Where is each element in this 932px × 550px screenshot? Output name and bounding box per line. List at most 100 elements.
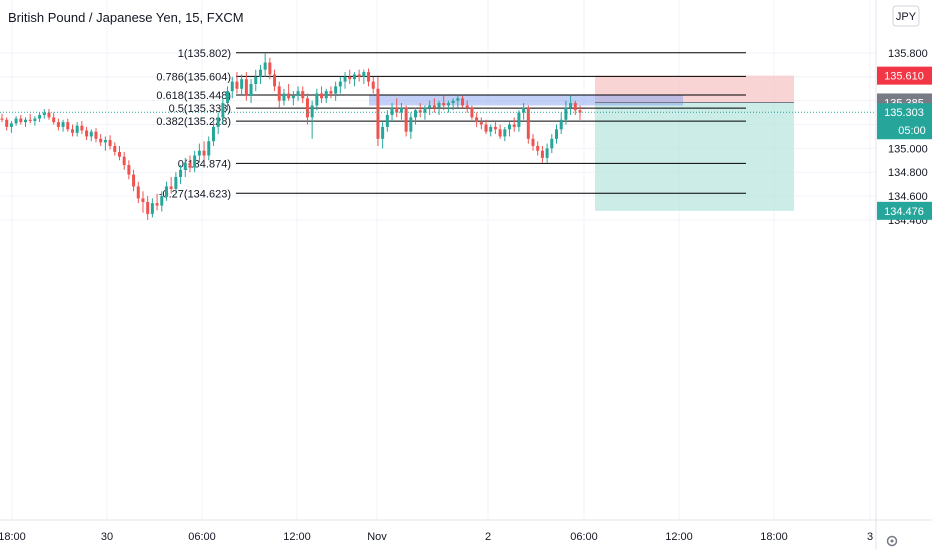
- candle-body: [545, 148, 549, 158]
- candle-body: [70, 129, 74, 133]
- fib-level-label: -0.27(134.623): [159, 188, 231, 200]
- candle-body: [244, 79, 248, 96]
- candle-body: [371, 81, 375, 89]
- candle-body: [301, 91, 305, 99]
- candle-body: [19, 118, 23, 123]
- candle-body: [310, 105, 314, 118]
- candle-body: [42, 112, 46, 115]
- take-profit-tag: [877, 201, 932, 220]
- candle-body: [127, 165, 131, 175]
- candle-body: [385, 114, 389, 127]
- candle-body: [282, 93, 286, 101]
- candle-body: [348, 76, 352, 80]
- candle-body: [559, 119, 563, 130]
- candle-body: [489, 126, 493, 132]
- candle-body: [517, 112, 521, 127]
- candle-body: [61, 122, 65, 127]
- candle-body: [207, 141, 211, 156]
- price-tick-label: 134.600: [888, 191, 928, 203]
- candle-body: [174, 176, 178, 189]
- candle-body: [503, 129, 507, 137]
- chart-grid: [0, 0, 876, 520]
- candle-body: [136, 186, 140, 199]
- candle-body: [249, 83, 253, 96]
- candle-body: [188, 162, 192, 168]
- fib-level-label: 0.618(135.448): [156, 90, 231, 102]
- candle-body: [334, 86, 338, 94]
- candle-body: [108, 140, 112, 146]
- candle-body: [160, 196, 164, 206]
- candle-body: [9, 123, 13, 127]
- candle-body: [437, 103, 441, 108]
- candle-body: [475, 117, 479, 123]
- current-price-tag: [877, 103, 932, 140]
- candle-body: [531, 138, 535, 146]
- candle-body: [183, 162, 187, 170]
- candle-body: [211, 126, 215, 142]
- candle-body: [550, 138, 554, 149]
- candle-body: [484, 124, 488, 132]
- candle-body: [399, 107, 403, 113]
- candle-body: [432, 105, 436, 108]
- candle-body: [508, 124, 512, 130]
- time-tick-label: 12:00: [283, 531, 311, 543]
- candle-body: [465, 105, 469, 108]
- candle-body: [5, 119, 9, 127]
- candle-body: [338, 81, 342, 87]
- candle-body: [357, 74, 361, 77]
- candle-body: [169, 186, 173, 189]
- candle-body: [395, 107, 399, 113]
- fibonacci-retracement[interactable]: 1(135.802) 0.786(135.604) 0.618(135.448)0.…: [156, 48, 746, 201]
- candle-body: [428, 105, 432, 108]
- candle-body: [14, 118, 18, 124]
- candle-body: [498, 129, 502, 137]
- candle-body: [113, 145, 117, 152]
- candle-body: [296, 91, 300, 96]
- currency-button[interactable]: JPY: [892, 5, 920, 27]
- fib-level-label: 0.786(135.604): [156, 71, 231, 83]
- candle-body: [409, 117, 413, 132]
- candle-body: [362, 72, 366, 77]
- time-tick-label: 06:00: [570, 531, 598, 543]
- candle-body: [99, 138, 103, 143]
- gear-icon[interactable]: [886, 535, 898, 547]
- candle-body: [146, 202, 150, 214]
- candlestick-series: [0, 53, 582, 220]
- take-profit-area[interactable]: [595, 102, 794, 211]
- candle-body: [141, 198, 145, 202]
- fib-level-label: 1(135.802): [178, 48, 231, 60]
- time-axis[interactable]: 18:00 30 06:00 12:00 Nov 2 06:00 12:00 18:00 3: [0, 519, 932, 543]
- candle-body: [305, 98, 309, 118]
- candle-body: [352, 74, 356, 80]
- candle-body: [273, 74, 277, 87]
- bar-countdown-label: 05:00: [898, 125, 926, 137]
- price-tick-label: 134.800: [888, 167, 928, 179]
- candle-body: [52, 117, 56, 123]
- candle-body: [258, 69, 262, 77]
- candle-body: [479, 122, 483, 125]
- candle-body: [522, 107, 526, 113]
- candle-body: [179, 169, 183, 177]
- candle-body: [117, 151, 121, 157]
- candle-body: [381, 126, 385, 139]
- candle-body: [569, 103, 573, 108]
- candle-body: [164, 186, 168, 197]
- candle-body: [89, 131, 93, 137]
- stop-loss-tag: [877, 66, 932, 85]
- fib-level-label: 0.5(135.338): [169, 103, 231, 115]
- candle-body: [122, 156, 126, 166]
- candle-body: [578, 110, 582, 113]
- time-tick-label: 18:00: [760, 531, 788, 543]
- supply-zone-rectangle[interactable]: [369, 94, 683, 106]
- candle-body: [390, 107, 394, 115]
- candle-body: [291, 95, 295, 99]
- candle-body: [240, 79, 244, 89]
- candle-body: [343, 76, 347, 82]
- candle-body: [235, 81, 239, 89]
- candle-body: [456, 98, 460, 101]
- candle-body: [193, 155, 197, 168]
- candle-body: [414, 110, 418, 118]
- candle-body: [493, 126, 497, 130]
